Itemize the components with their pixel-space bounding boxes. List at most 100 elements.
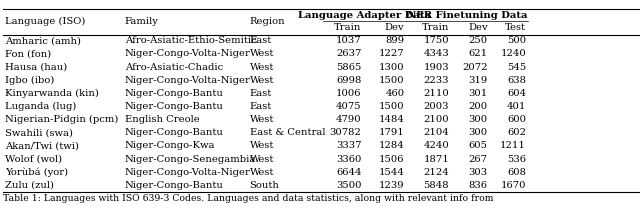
Text: 536: 536 xyxy=(507,155,526,164)
Text: Dev: Dev xyxy=(468,23,488,32)
Text: Test: Test xyxy=(505,23,526,32)
Text: 30782: 30782 xyxy=(330,128,362,137)
Text: Niger-Congo-Bantu: Niger-Congo-Bantu xyxy=(125,102,223,111)
Text: 545: 545 xyxy=(507,63,526,72)
Text: Fon (fon): Fon (fon) xyxy=(5,49,51,58)
Text: 3337: 3337 xyxy=(336,141,362,150)
Text: 1284: 1284 xyxy=(379,141,404,150)
Text: 2124: 2124 xyxy=(424,168,449,177)
Text: 608: 608 xyxy=(507,168,526,177)
Text: East: East xyxy=(250,89,272,98)
Text: Train: Train xyxy=(334,23,362,32)
Text: 1484: 1484 xyxy=(379,115,404,124)
Text: Train: Train xyxy=(422,23,449,32)
Text: Niger-Congo-Bantu: Niger-Congo-Bantu xyxy=(125,128,223,137)
Text: Zulu (zul): Zulu (zul) xyxy=(5,181,54,190)
Text: West: West xyxy=(250,49,274,58)
Text: Yorùbá (yor): Yorùbá (yor) xyxy=(5,167,68,177)
Text: 1006: 1006 xyxy=(336,89,362,98)
Text: 604: 604 xyxy=(507,89,526,98)
Text: East & Central: East & Central xyxy=(250,128,325,137)
Text: 1500: 1500 xyxy=(379,76,404,85)
Text: Family: Family xyxy=(125,17,159,26)
Text: 401: 401 xyxy=(507,102,526,111)
Text: 836: 836 xyxy=(468,181,488,190)
Text: 1239: 1239 xyxy=(379,181,404,190)
Text: 300: 300 xyxy=(468,128,488,137)
Text: 2104: 2104 xyxy=(424,128,449,137)
Text: Language (ISO): Language (ISO) xyxy=(5,16,86,26)
Text: 5865: 5865 xyxy=(336,63,362,72)
Text: English Creole: English Creole xyxy=(125,115,200,124)
Text: 300: 300 xyxy=(468,115,488,124)
Text: Language Adapter Data: Language Adapter Data xyxy=(298,11,431,20)
Text: 2100: 2100 xyxy=(424,115,449,124)
Text: East: East xyxy=(250,102,272,111)
Text: Luganda (lug): Luganda (lug) xyxy=(5,102,77,111)
Text: 1240: 1240 xyxy=(500,49,526,58)
Text: 460: 460 xyxy=(385,89,404,98)
Text: 1544: 1544 xyxy=(379,168,404,177)
Text: Niger-Congo-Bantu: Niger-Congo-Bantu xyxy=(125,181,223,190)
Text: 6644: 6644 xyxy=(336,168,362,177)
Text: Niger-Congo-Bantu: Niger-Congo-Bantu xyxy=(125,89,223,98)
Text: Wolof (wol): Wolof (wol) xyxy=(5,155,62,164)
Text: Table 1: Languages with ISO 639-3 Codes. Languages and data statistics, along wi: Table 1: Languages with ISO 639-3 Codes.… xyxy=(3,194,493,203)
Text: Niger-Congo-Volta-Niger: Niger-Congo-Volta-Niger xyxy=(125,168,251,177)
Text: 1506: 1506 xyxy=(379,155,404,164)
Text: West: West xyxy=(250,76,274,85)
Text: 1500: 1500 xyxy=(379,102,404,111)
Text: 1791: 1791 xyxy=(379,128,404,137)
Text: 1903: 1903 xyxy=(424,63,449,72)
Text: 200: 200 xyxy=(468,102,488,111)
Text: 2637: 2637 xyxy=(336,49,362,58)
Text: 621: 621 xyxy=(468,49,488,58)
Text: 1211: 1211 xyxy=(500,141,526,150)
Text: 1300: 1300 xyxy=(379,63,404,72)
Text: 2233: 2233 xyxy=(424,76,449,85)
Text: 602: 602 xyxy=(507,128,526,137)
Text: Niger-Congo-Volta-Niger: Niger-Congo-Volta-Niger xyxy=(125,49,251,58)
Text: Afro-Asiatic-Chadic: Afro-Asiatic-Chadic xyxy=(125,63,223,72)
Text: 4240: 4240 xyxy=(424,141,449,150)
Text: 4790: 4790 xyxy=(336,115,362,124)
Text: Kinyarwanda (kin): Kinyarwanda (kin) xyxy=(5,89,99,98)
Text: 4075: 4075 xyxy=(336,102,362,111)
Text: Afro-Asiatic-Ethio-Semitic: Afro-Asiatic-Ethio-Semitic xyxy=(125,36,257,45)
Text: Swahili (swa): Swahili (swa) xyxy=(5,128,73,137)
Text: 1670: 1670 xyxy=(500,181,526,190)
Text: Dev: Dev xyxy=(385,23,404,32)
Text: 3360: 3360 xyxy=(336,155,362,164)
Text: Niger-Congo-Senegambia: Niger-Congo-Senegambia xyxy=(125,155,256,164)
Text: 4343: 4343 xyxy=(424,49,449,58)
Text: West: West xyxy=(250,168,274,177)
Text: Niger-Congo-Kwa: Niger-Congo-Kwa xyxy=(125,141,215,150)
Text: West: West xyxy=(250,115,274,124)
Text: East: East xyxy=(250,36,272,45)
Text: Igbo (ibo): Igbo (ibo) xyxy=(5,76,54,85)
Text: NER Finetuning Data: NER Finetuning Data xyxy=(407,11,527,20)
Text: Niger-Congo-Volta-Niger: Niger-Congo-Volta-Niger xyxy=(125,76,251,85)
Text: 319: 319 xyxy=(468,76,488,85)
Text: 2110: 2110 xyxy=(424,89,449,98)
Text: Region: Region xyxy=(250,17,285,26)
Text: 3500: 3500 xyxy=(336,181,362,190)
Text: Nigerian-Pidgin (pcm): Nigerian-Pidgin (pcm) xyxy=(5,115,118,124)
Text: West: West xyxy=(250,155,274,164)
Text: 638: 638 xyxy=(507,76,526,85)
Text: South: South xyxy=(250,181,280,190)
Text: 1871: 1871 xyxy=(424,155,449,164)
Text: 1037: 1037 xyxy=(336,36,362,45)
Text: 5848: 5848 xyxy=(424,181,449,190)
Text: 605: 605 xyxy=(468,141,488,150)
Text: 500: 500 xyxy=(507,36,526,45)
Text: 267: 267 xyxy=(468,155,488,164)
Text: 1227: 1227 xyxy=(379,49,404,58)
Text: 2003: 2003 xyxy=(424,102,449,111)
Text: 6998: 6998 xyxy=(336,76,362,85)
Text: 303: 303 xyxy=(468,168,488,177)
Text: 1750: 1750 xyxy=(424,36,449,45)
Text: West: West xyxy=(250,63,274,72)
Text: 2072: 2072 xyxy=(462,63,488,72)
Text: Amharic (amh): Amharic (amh) xyxy=(5,36,81,45)
